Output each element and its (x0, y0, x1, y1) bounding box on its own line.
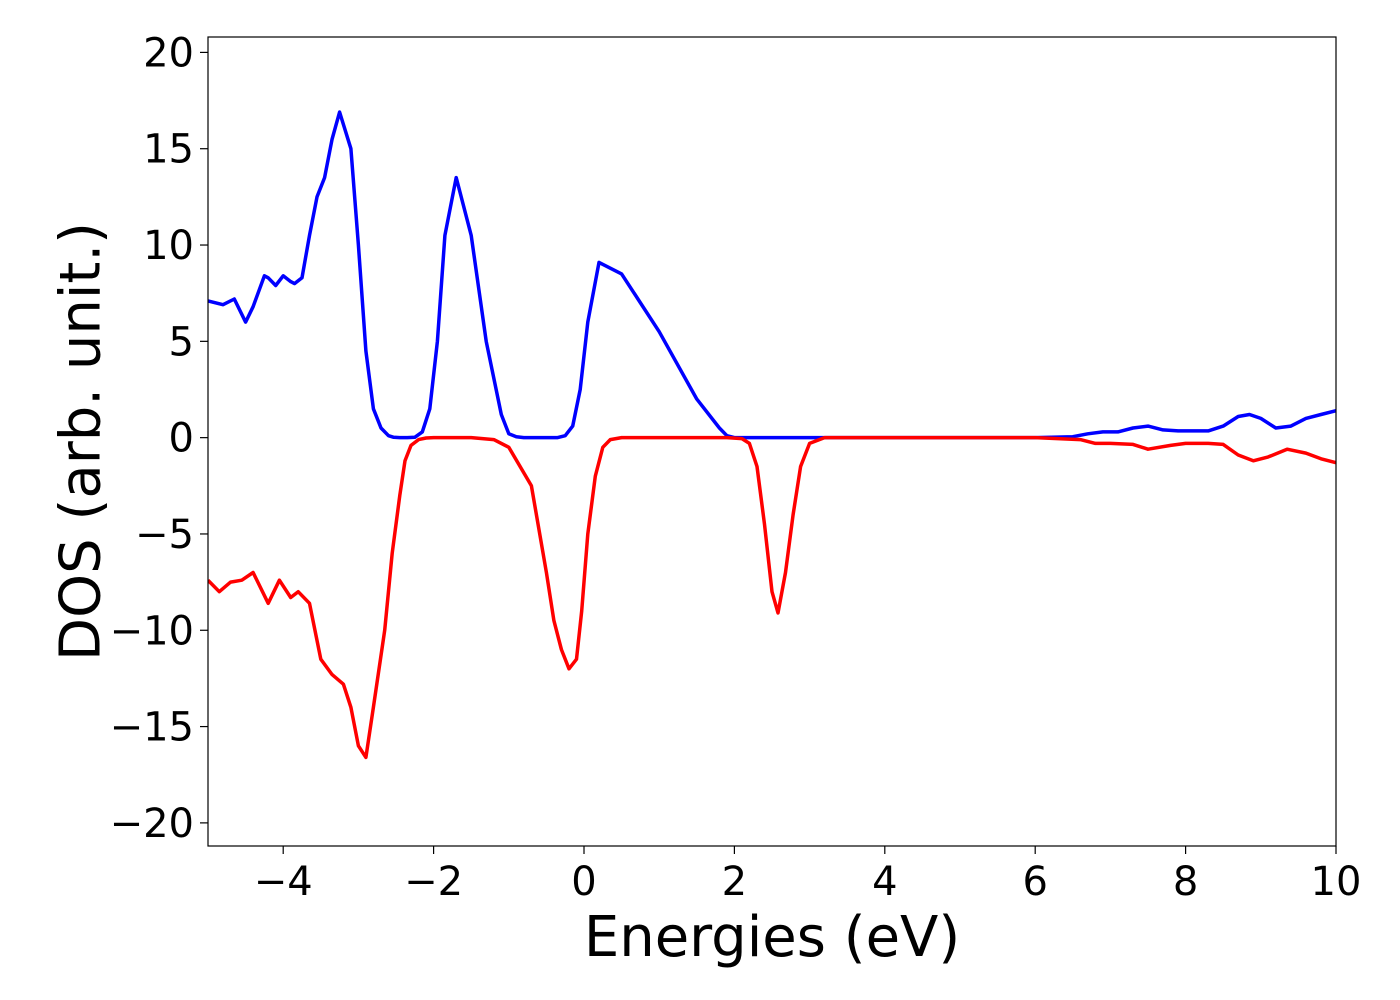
y-tick-label: −15 (110, 705, 194, 751)
y-tick-label: −20 (110, 801, 194, 847)
x-tick-label: −4 (254, 859, 313, 905)
series-line-blue (208, 110, 1336, 440)
x-tick-label: 4 (872, 859, 897, 905)
y-tick-label: −5 (135, 512, 194, 558)
y-axis-label: DOS (arb. unit.) (49, 222, 114, 661)
x-tick-label: 8 (1173, 859, 1198, 905)
y-tick-label: 20 (143, 30, 194, 76)
x-axis-ticks: −4 −2 0 2 4 6 8 10 (254, 846, 1362, 905)
x-tick-label: 6 (1022, 859, 1047, 905)
y-tick-label: 0 (169, 416, 194, 462)
x-tick-label: −2 (404, 859, 463, 905)
x-tick-label: 0 (571, 859, 596, 905)
x-axis-label: Energies (eV) (584, 905, 960, 970)
series-line-red (208, 435, 1336, 760)
y-tick-label: 10 (143, 223, 194, 269)
x-tick-label: 2 (722, 859, 747, 905)
y-tick-label: 5 (169, 319, 194, 365)
y-axis-ticks: 20 15 10 5 0 −5 −10 −15 −20 (110, 30, 208, 847)
x-tick-label: 10 (1311, 859, 1362, 905)
y-tick-label: 15 (143, 127, 194, 173)
axes-frame (207, 36, 1337, 847)
y-tick-label: −10 (110, 608, 194, 654)
series-layer (208, 110, 1336, 760)
